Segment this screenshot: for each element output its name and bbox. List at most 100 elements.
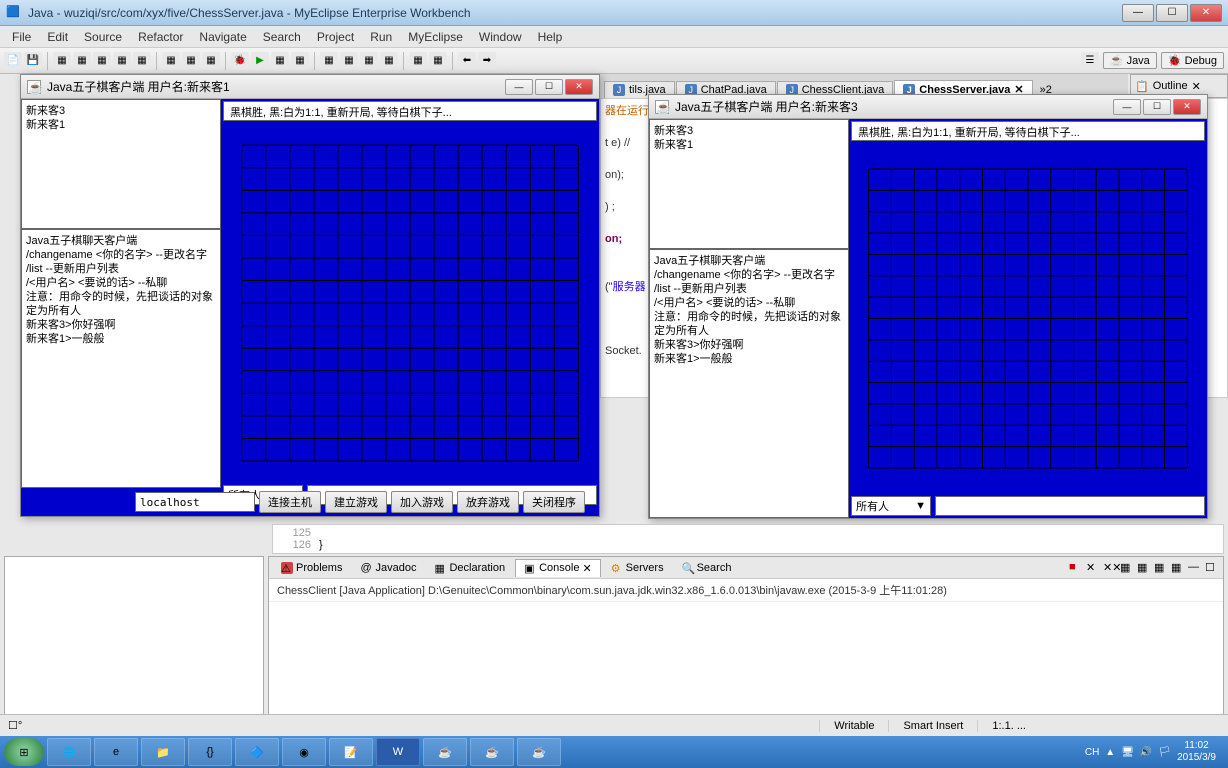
close-button[interactable]: ✕ [565, 79, 593, 95]
toolbar-icon[interactable]: ▦ [340, 52, 358, 70]
toolbar-icon[interactable]: ▦ [133, 52, 151, 70]
status-bar: ☐° Writable Smart Insert 1:.1. ... [0, 714, 1228, 736]
toolbar-icon[interactable]: ▦ [162, 52, 180, 70]
tray-icon[interactable]: ▲ [1105, 747, 1115, 758]
client-titlebar[interactable]: ☕ Java五子棋客户端 用户名:新来客1 — ☐ ✕ [21, 75, 599, 99]
clock[interactable]: 11:02 2015/3/9 [1177, 740, 1216, 764]
removeall-icon[interactable]: ✕✕ [1103, 561, 1117, 575]
tab-console[interactable]: ▣Console ✕ [515, 559, 601, 577]
debug-icon[interactable]: 🐞 [231, 52, 249, 70]
minimize-button[interactable]: — [1122, 4, 1154, 22]
java-icon: ☕ [27, 80, 41, 94]
maximize-button[interactable]: ☐ [535, 79, 563, 95]
forward-icon[interactable]: ➡ [478, 52, 496, 70]
menu-source[interactable]: Source [76, 28, 130, 46]
min-icon[interactable]: — [1188, 561, 1202, 575]
start-button[interactable]: ⊞ [4, 738, 44, 766]
join-button[interactable]: 加入游戏 [391, 491, 453, 513]
left-panel [4, 556, 264, 732]
menu-file[interactable]: File [4, 28, 39, 46]
maximize-button[interactable]: ☐ [1156, 4, 1188, 22]
tab-search[interactable]: 🔍Search [674, 560, 740, 576]
toolbar-icon[interactable]: ▦ [182, 52, 200, 70]
toolbar-icon[interactable]: ▦ [1120, 561, 1134, 575]
chess-board[interactable] [223, 125, 597, 481]
menu-window[interactable]: Window [471, 28, 530, 46]
taskbar-word[interactable]: W [376, 738, 420, 766]
tab-declaration[interactable]: ▦Declaration [426, 560, 513, 576]
menu-myeclipse[interactable]: MyEclipse [400, 28, 471, 46]
client-titlebar[interactable]: ☕ Java五子棋客户端 用户名:新来客3 — ☐ ✕ [649, 95, 1207, 119]
open-perspective-icon[interactable]: ☰ [1081, 52, 1099, 70]
menu-help[interactable]: Help [530, 28, 571, 46]
back-icon[interactable]: ⬅ [458, 52, 476, 70]
taskbar-eclipse[interactable]: ◉ [282, 738, 326, 766]
giveup-button[interactable]: 放弃游戏 [457, 491, 519, 513]
taskbar-explorer[interactable]: 📁 [141, 738, 185, 766]
taskbar-java[interactable]: ☕ [517, 738, 561, 766]
menu-refactor[interactable]: Refactor [130, 28, 191, 46]
system-tray[interactable]: CH ▲ 🖥 🔊 🏳 11:02 2015/3/9 [1077, 740, 1224, 764]
save-icon[interactable]: 💾 [24, 52, 42, 70]
chat-log[interactable]: Java五子棋聊天客户端 /changename <你的名字> --更改名字 /… [21, 229, 221, 488]
remove-icon[interactable]: ✕ [1086, 561, 1100, 575]
menu-search[interactable]: Search [255, 28, 309, 46]
close-button[interactable]: ✕ [1173, 99, 1201, 115]
toolbar-icon[interactable]: ▦ [380, 52, 398, 70]
connect-button[interactable]: 连接主机 [259, 491, 321, 513]
tab-servers[interactable]: ⚙Servers [603, 560, 672, 576]
terminate-icon[interactable]: ■ [1069, 561, 1083, 575]
exit-button[interactable]: 关闭程序 [523, 491, 585, 513]
perspective-debug[interactable]: 🐞 Debug [1161, 52, 1224, 69]
taskbar-notepad[interactable]: 📝 [329, 738, 373, 766]
tray-icon[interactable]: 🏳 [1158, 747, 1171, 758]
toolbar-icon[interactable]: ▦ [360, 52, 378, 70]
chat-input[interactable] [935, 496, 1205, 516]
taskbar-app[interactable]: {} [188, 738, 232, 766]
menu-project[interactable]: Project [309, 28, 362, 46]
board-grid [223, 125, 597, 481]
minimize-button[interactable]: — [1113, 99, 1141, 115]
taskbar-java[interactable]: ☕ [470, 738, 514, 766]
tab-javadoc[interactable]: @Javadoc [352, 560, 424, 576]
menu-edit[interactable]: Edit [39, 28, 76, 46]
taskbar-chrome[interactable]: 🌐 [47, 738, 91, 766]
chess-board[interactable] [851, 145, 1205, 492]
toolbar-icon[interactable]: ▦ [113, 52, 131, 70]
perspective-java[interactable]: ☕ Java [1103, 52, 1157, 69]
menu-navigate[interactable]: Navigate [191, 28, 254, 46]
run-icon[interactable]: ▶ [251, 52, 269, 70]
toolbar-icon[interactable]: ▦ [320, 52, 338, 70]
taskbar-java[interactable]: ☕ [423, 738, 467, 766]
console-output[interactable] [269, 602, 1223, 731]
chat-log[interactable]: Java五子棋聊天客户端 /changename <你的名字> --更改名字 /… [649, 249, 849, 518]
toolbar-icon[interactable]: ▦ [291, 52, 309, 70]
maximize-button[interactable]: ☐ [1143, 99, 1171, 115]
toolbar-icon[interactable]: ▦ [429, 52, 447, 70]
toolbar-icon[interactable]: ▦ [1154, 561, 1168, 575]
tray-icon[interactable]: 🔊 [1140, 747, 1152, 758]
taskbar-ie[interactable]: e [94, 738, 138, 766]
host-input[interactable] [135, 492, 255, 512]
taskbar-app[interactable]: 🔷 [235, 738, 279, 766]
toolbar-icon[interactable]: ▦ [1137, 561, 1151, 575]
user-list[interactable]: 新来客3 新来客1 [21, 99, 221, 229]
menu-run[interactable]: Run [362, 28, 400, 46]
toolbar-icon[interactable]: ▦ [409, 52, 427, 70]
tab-problems[interactable]: ⚠Problems [273, 560, 350, 576]
minimize-button[interactable]: — [505, 79, 533, 95]
close-button[interactable]: ✕ [1190, 4, 1222, 22]
toolbar-icon[interactable]: ▦ [73, 52, 91, 70]
create-button[interactable]: 建立游戏 [325, 491, 387, 513]
target-select[interactable]: 所有人▼ [851, 496, 931, 516]
toolbar-icon[interactable]: ▦ [53, 52, 71, 70]
tray-icon[interactable]: 🖥 [1121, 747, 1134, 758]
toolbar-icon[interactable]: ▦ [93, 52, 111, 70]
toolbar-icon[interactable]: ▦ [1171, 561, 1185, 575]
user-list[interactable]: 新来客3 新来客1 [649, 119, 849, 249]
ime-indicator[interactable]: CH [1085, 747, 1099, 758]
toolbar-icon[interactable]: ▦ [271, 52, 289, 70]
new-icon[interactable]: 📄 [4, 52, 22, 70]
toolbar-icon[interactable]: ▦ [202, 52, 220, 70]
max-icon[interactable]: ☐ [1205, 561, 1219, 575]
